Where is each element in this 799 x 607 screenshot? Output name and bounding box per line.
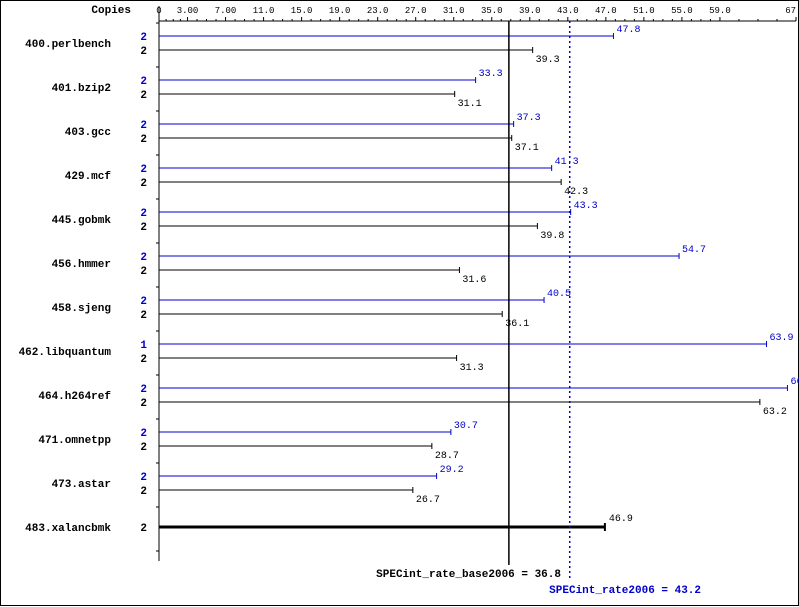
benchmark-name: 445.gobmk bbox=[52, 215, 112, 227]
benchmark-name: 471.omnetpp bbox=[38, 435, 111, 447]
benchmark-name: 400.perlbench bbox=[25, 39, 111, 51]
peak-value: 47.8 bbox=[616, 25, 640, 36]
x-tick-label: 15.0 bbox=[291, 6, 313, 16]
benchmark-name: 483.xalancbmk bbox=[25, 523, 111, 535]
copies-peak: 2 bbox=[140, 428, 147, 440]
copies-peak: 2 bbox=[140, 32, 147, 44]
copies-base: 2 bbox=[140, 354, 147, 366]
benchmark-name: 458.sjeng bbox=[52, 303, 111, 315]
benchmark-name: 401.bzip2 bbox=[52, 83, 111, 95]
base-value: 37.1 bbox=[515, 143, 539, 154]
peak-value: 66.1 bbox=[790, 377, 799, 388]
benchmark-name: 456.hmmer bbox=[52, 259, 111, 271]
base-value: 42.3 bbox=[564, 187, 588, 198]
copies-base: 2 bbox=[140, 398, 147, 410]
copies-base: 2 bbox=[140, 178, 147, 190]
x-tick-label: 35.0 bbox=[481, 6, 503, 16]
x-tick-label: 51.0 bbox=[633, 6, 655, 16]
benchmark-name: 403.gcc bbox=[65, 127, 111, 139]
x-tick-label: 47.0 bbox=[595, 6, 617, 16]
benchmark-name: 473.astar bbox=[52, 479, 111, 491]
base-value: 31.3 bbox=[460, 363, 484, 374]
peak-value: 29.2 bbox=[440, 465, 464, 476]
base-value: 46.9 bbox=[609, 514, 633, 525]
benchmark-name: 464.h264ref bbox=[38, 391, 111, 403]
peak-reference-label: SPECint_rate2006 = 43.2 bbox=[549, 585, 701, 597]
peak-value: 37.3 bbox=[517, 113, 541, 124]
base-value: 31.1 bbox=[458, 99, 482, 110]
copies-peak: 2 bbox=[140, 164, 147, 176]
x-tick-label: 3.00 bbox=[177, 6, 199, 16]
x-tick-label: 19.0 bbox=[329, 6, 351, 16]
x-tick-label: 39.0 bbox=[519, 6, 541, 16]
copies-base: 2 bbox=[140, 46, 147, 58]
copies-peak: 1 bbox=[140, 340, 147, 352]
x-tick-label: 27.0 bbox=[405, 6, 427, 16]
x-tick-label: 67.0 bbox=[785, 6, 799, 16]
x-tick-label: 43.0 bbox=[557, 6, 579, 16]
peak-value: 40.5 bbox=[547, 289, 571, 300]
benchmark-name: 429.mcf bbox=[65, 171, 112, 183]
copies-peak: 2 bbox=[140, 472, 147, 484]
peak-value: 54.7 bbox=[682, 245, 706, 256]
benchmark-name: 462.libquantum bbox=[19, 347, 112, 359]
copies-base: 2 bbox=[140, 222, 147, 234]
base-value: 39.3 bbox=[536, 55, 560, 66]
copies-base: 2 bbox=[140, 266, 147, 278]
peak-value: 30.7 bbox=[454, 421, 478, 432]
base-value: 31.6 bbox=[462, 275, 486, 286]
x-tick-label: 59.0 bbox=[709, 6, 731, 16]
peak-value: 43.3 bbox=[574, 201, 598, 212]
peak-value: 41.3 bbox=[555, 157, 579, 168]
x-tick-label: 0 bbox=[156, 6, 161, 16]
copies-base: 2 bbox=[140, 523, 147, 535]
x-tick-label: 31.0 bbox=[443, 6, 465, 16]
x-tick-label: 55.0 bbox=[671, 6, 693, 16]
copies-base: 2 bbox=[140, 310, 147, 322]
spec-rate-chart: Copies 0 3.00 7.00 11.0 15.0 19.0 23.0 27.0 31.0 3… bbox=[0, 0, 799, 606]
copies-base: 2 bbox=[140, 486, 147, 498]
copies-peak: 2 bbox=[140, 208, 147, 220]
copies-peak: 2 bbox=[140, 120, 147, 132]
peak-value: 33.3 bbox=[479, 69, 503, 80]
copies-peak: 2 bbox=[140, 252, 147, 264]
copies-base: 2 bbox=[140, 134, 147, 146]
x-tick-label: 7.00 bbox=[215, 6, 237, 16]
base-value: 28.7 bbox=[435, 451, 459, 462]
peak-value: 63.9 bbox=[770, 333, 794, 344]
base-reference-label: SPECint_rate_base2006 = 36.8 bbox=[376, 569, 561, 581]
base-value: 39.8 bbox=[540, 231, 564, 242]
copies-peak: 2 bbox=[140, 76, 147, 88]
copies-base: 2 bbox=[140, 90, 147, 102]
base-value: 63.2 bbox=[763, 407, 787, 418]
copies-base: 2 bbox=[140, 442, 147, 454]
x-tick-label: 11.0 bbox=[253, 6, 275, 16]
base-value: 26.7 bbox=[416, 495, 440, 506]
copies-header: Copies bbox=[91, 5, 131, 17]
copies-peak: 2 bbox=[140, 296, 147, 308]
copies-peak: 2 bbox=[140, 384, 147, 396]
x-tick-label: 23.0 bbox=[367, 6, 389, 16]
